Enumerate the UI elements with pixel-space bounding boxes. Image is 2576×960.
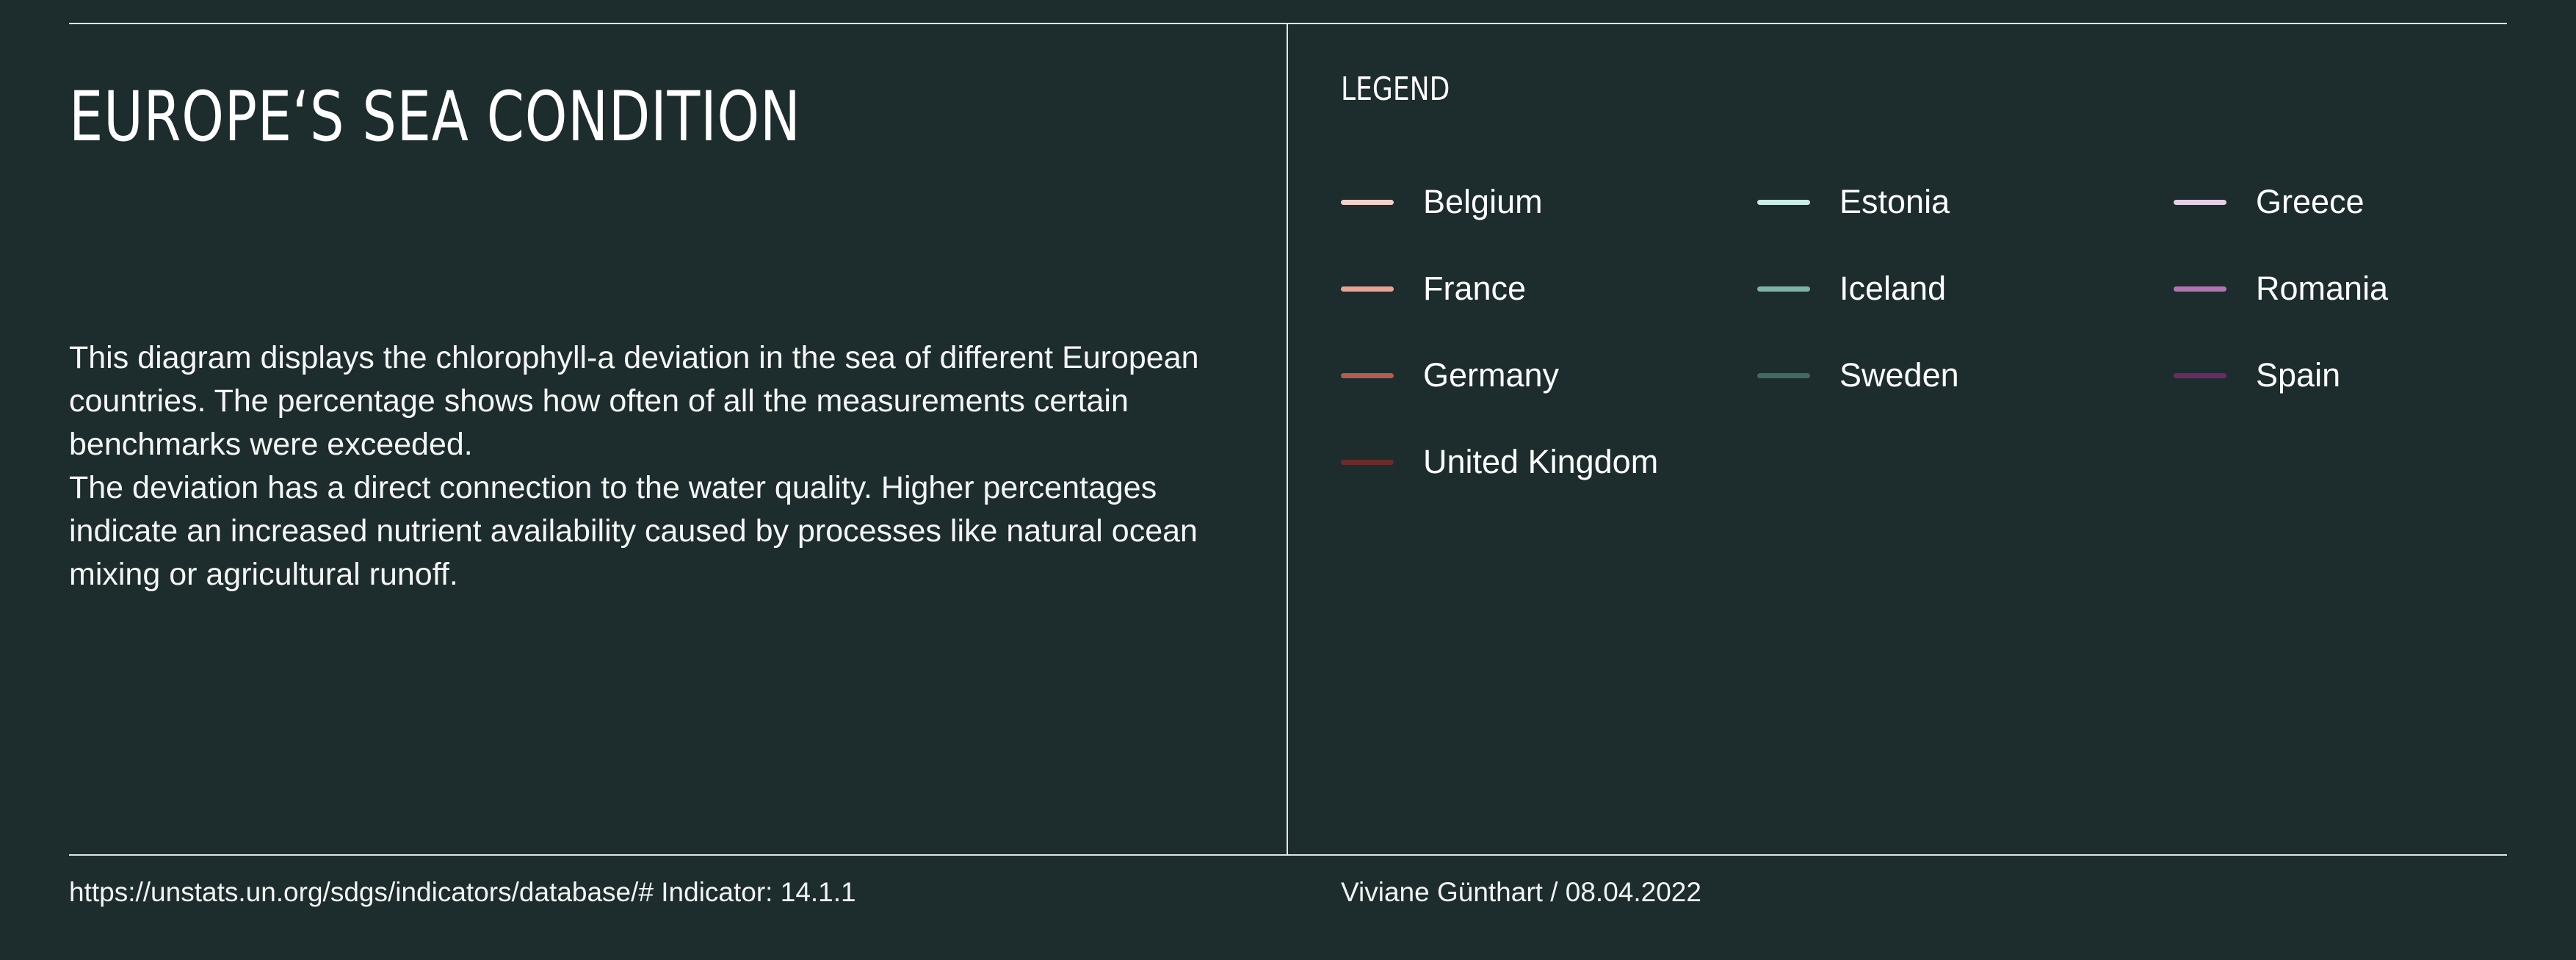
legend-swatch: [1341, 459, 1394, 465]
legend-swatch: [1341, 286, 1394, 292]
legend-label: Iceland: [1839, 270, 1947, 307]
legend-swatch: [1341, 372, 1394, 378]
legend-label: France: [1423, 270, 1527, 307]
legend: Belgium Estonia Greece France Iceland Romania…: [1341, 176, 2576, 523]
legend-label: Spain: [2256, 356, 2341, 394]
legend-swatch: [2174, 199, 2226, 205]
legend-label: Romania: [2256, 270, 2389, 307]
legend-swatch: [1757, 286, 1810, 292]
description-paragraph-1: This diagram displays the chlorophyll-a …: [69, 340, 1199, 462]
legend-item: Belgium: [1341, 176, 1757, 228]
page-title: EUROPE‘S SEA CONDITION: [69, 77, 801, 157]
legend-item: United Kingdom: [1341, 436, 1757, 488]
author-credit: Viviane Günthart / 08.04.2022: [1341, 877, 1701, 907]
legend-label: Belgium: [1423, 183, 1543, 220]
legend-swatch: [2174, 372, 2226, 378]
legend-item: France: [1341, 263, 1757, 314]
description-paragraph-2: The deviation has a direct connection to…: [69, 470, 1198, 592]
legend-swatch: [1341, 199, 1394, 205]
legend-item: Iceland: [1757, 263, 2174, 314]
source-note: https://unstats.un.org/sdgs/indicators/d…: [69, 877, 856, 907]
description: This diagram displays the chlorophyll-a …: [69, 336, 1273, 596]
legend-label: Estonia: [1839, 183, 1950, 220]
legend-item: Estonia: [1757, 176, 2174, 228]
legend-label: Germany: [1423, 356, 1560, 394]
bottom-rule: [69, 854, 2507, 856]
legend-label: Greece: [2256, 183, 2365, 220]
legend-swatch: [1757, 372, 1810, 378]
legend-label: United Kingdom: [1423, 443, 1659, 480]
legend-label: Sweden: [1839, 356, 1959, 394]
top-rule: [69, 23, 2507, 24]
legend-item: Romania: [2174, 263, 2576, 314]
column-divider: [1287, 24, 1288, 855]
legend-swatch: [1757, 199, 1810, 205]
legend-item: Greece: [2174, 176, 2576, 228]
legend-item: Germany: [1341, 350, 1757, 401]
legend-item: Spain: [2174, 350, 2576, 401]
legend-swatch: [2174, 286, 2226, 292]
legend-title: LEGEND: [1341, 71, 1450, 108]
legend-item: Sweden: [1757, 350, 2174, 401]
